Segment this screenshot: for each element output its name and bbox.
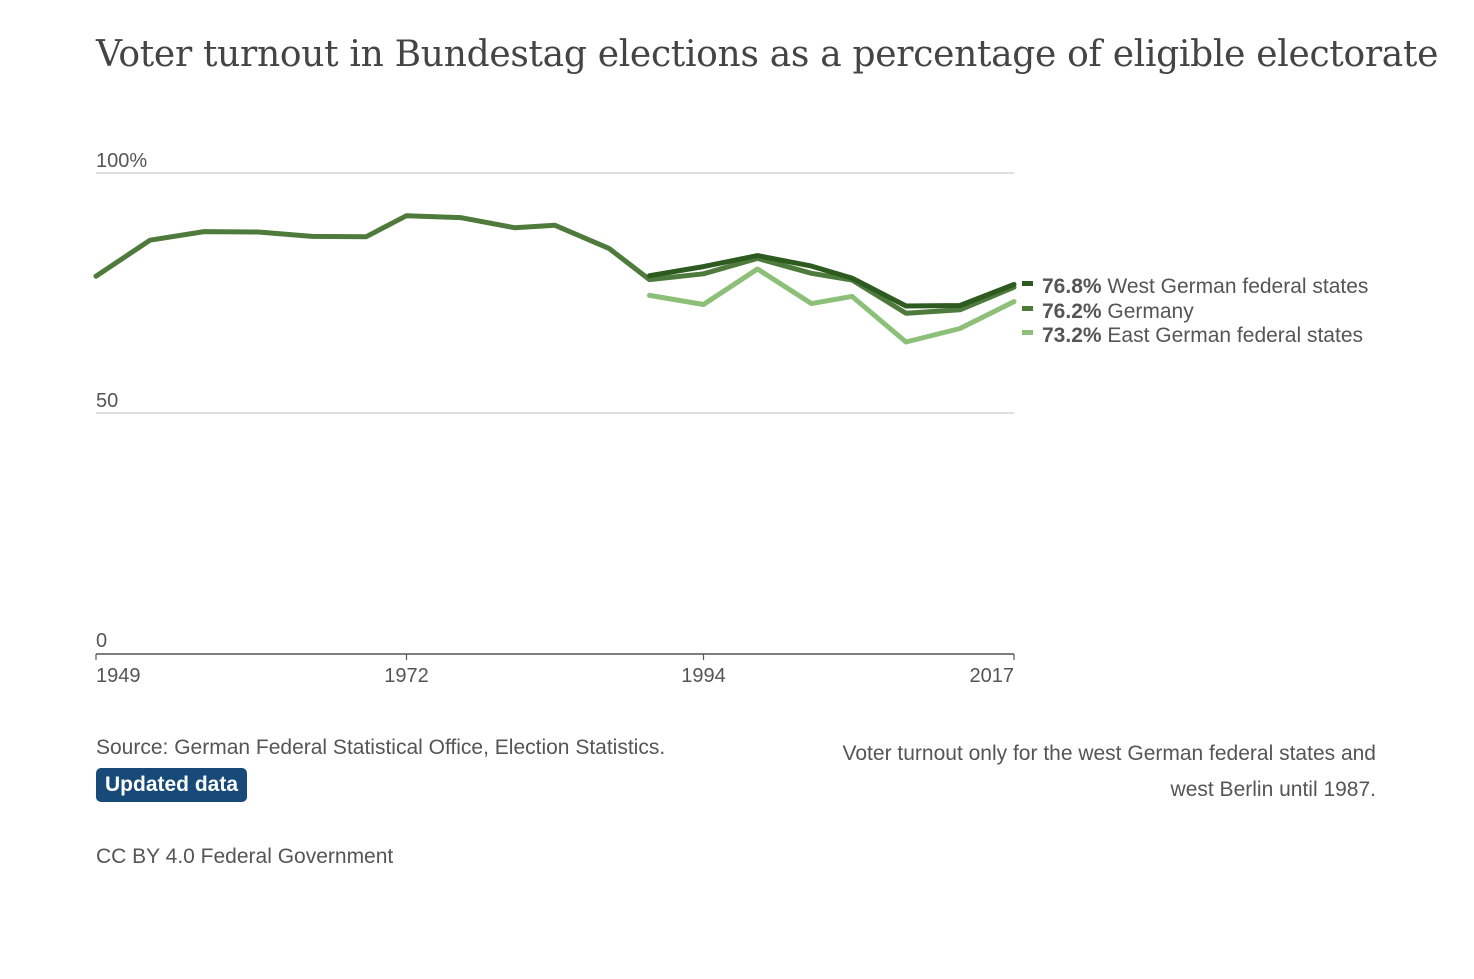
series-line-east — [647, 266, 1017, 345]
source-note: Source: German Federal Statistical Offic… — [96, 736, 666, 759]
series-end-value: 76.8% — [1042, 275, 1102, 298]
footnote: Voter turnout only for the west German f… — [842, 742, 1376, 801]
series-line-germany — [93, 213, 1017, 316]
series-name: Germany — [1102, 300, 1195, 323]
legend-swatch-east — [1022, 330, 1033, 335]
legend-swatch-west — [1022, 281, 1033, 286]
series-end-label-east: 73.2% East German federal states — [1042, 324, 1363, 347]
x-tick-label: 1949 — [96, 665, 141, 687]
x-tick-label: 1994 — [681, 665, 726, 687]
license-note: CC BY 4.0 Federal Government — [96, 845, 394, 868]
x-tick-label: 1972 — [384, 665, 429, 687]
series-name: West German federal states — [1102, 275, 1369, 298]
series-end-value: 76.2% — [1042, 300, 1102, 323]
y-tick-label: 100% — [96, 150, 147, 172]
y-tick-label: 0 — [96, 630, 107, 652]
series-end-label-germany: 76.2% Germany — [1042, 300, 1194, 323]
line-chart: 100% 50 0 1949 1972 1994 2017 76.8% West German… — [93, 150, 1368, 687]
updated-data-button[interactable]: Updated data — [96, 768, 248, 802]
series-end-value: 73.2% — [1042, 324, 1102, 347]
chart-title: Voter turnout in Bundestag elections as … — [96, 34, 1439, 75]
series-line-west — [647, 253, 1017, 309]
legend-swatch-germany — [1022, 306, 1033, 311]
x-tick-label: 2017 — [970, 665, 1015, 687]
y-tick-label: 50 — [96, 390, 118, 412]
series-end-label-west: 76.8% West German federal states — [1042, 275, 1368, 298]
series-name: East German federal states — [1102, 324, 1363, 347]
